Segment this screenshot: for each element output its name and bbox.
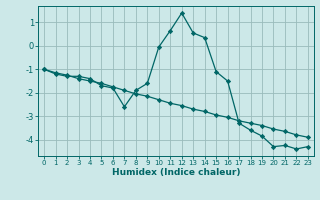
- X-axis label: Humidex (Indice chaleur): Humidex (Indice chaleur): [112, 168, 240, 177]
